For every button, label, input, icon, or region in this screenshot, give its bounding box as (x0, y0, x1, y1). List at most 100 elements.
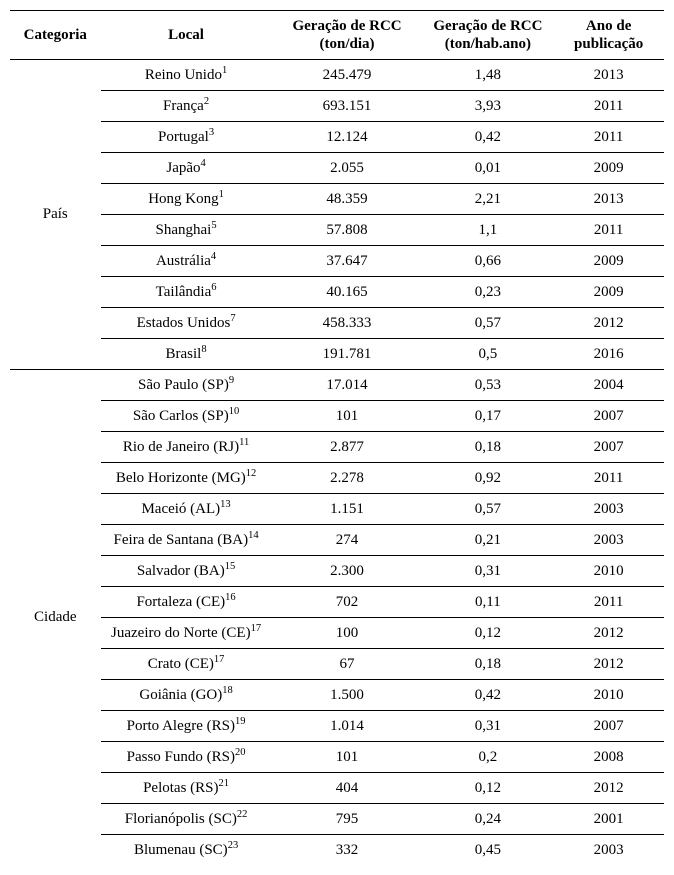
local-name: Pelotas (RS) (143, 780, 218, 796)
local-cell: Blumenau (SC)23 (101, 835, 272, 866)
geracao-hab-cell: 0,17 (423, 401, 554, 432)
local-superscript: 1 (222, 65, 227, 76)
local-superscript: 6 (211, 282, 216, 293)
geracao-hab-cell: 0,66 (423, 246, 554, 277)
geracao-hab-cell: 0,12 (423, 773, 554, 804)
geracao-hab-cell: 0,2 (423, 742, 554, 773)
geracao-dia-cell: 67 (272, 649, 423, 680)
geracao-hab-cell: 3,93 (423, 91, 554, 122)
table-row: Belo Horizonte (MG)122.2780,922011 (10, 463, 664, 494)
local-name: Goiânia (GO) (139, 687, 222, 703)
local-superscript: 4 (201, 158, 206, 169)
geracao-dia-cell: 2.877 (272, 432, 423, 463)
geracao-dia-cell: 37.647 (272, 246, 423, 277)
local-cell: Juazeiro do Norte (CE)17 (101, 618, 272, 649)
geracao-dia-cell: 101 (272, 742, 423, 773)
table-row: Shanghai557.8081,12011 (10, 215, 664, 246)
ano-cell: 2003 (553, 525, 664, 556)
local-cell: Rio de Janeiro (RJ)11 (101, 432, 272, 463)
local-name: Feira de Santana (BA) (114, 532, 249, 548)
geracao-dia-cell: 40.165 (272, 277, 423, 308)
local-cell: Tailândia6 (101, 277, 272, 308)
local-name: Shanghai (156, 222, 212, 238)
geracao-dia-cell: 101 (272, 401, 423, 432)
geracao-dia-cell: 245.479 (272, 60, 423, 91)
local-superscript: 13 (220, 499, 231, 510)
local-name: Reino Unido (145, 67, 222, 83)
local-name: Juazeiro do Norte (CE) (111, 625, 251, 641)
local-cell: Maceió (AL)13 (101, 494, 272, 525)
local-cell: Salvador (BA)15 (101, 556, 272, 587)
geracao-hab-cell: 0,42 (423, 122, 554, 153)
ano-cell: 2007 (553, 401, 664, 432)
geracao-dia-cell: 404 (272, 773, 423, 804)
local-superscript: 11 (239, 437, 249, 448)
geracao-dia-cell: 2.300 (272, 556, 423, 587)
local-cell: Brasil8 (101, 339, 272, 370)
local-name: França (163, 98, 204, 114)
local-superscript: 8 (201, 344, 206, 355)
table-row: PaísReino Unido1245.4791,482013 (10, 60, 664, 91)
local-cell: Crato (CE)17 (101, 649, 272, 680)
table-row: Porto Alegre (RS)191.0140,312007 (10, 711, 664, 742)
ano-cell: 2003 (553, 494, 664, 525)
ano-cell: 2008 (553, 742, 664, 773)
local-superscript: 17 (214, 654, 225, 665)
local-superscript: 10 (229, 406, 240, 417)
local-cell: Florianópolis (SC)22 (101, 804, 272, 835)
local-name: Maceió (AL) (141, 501, 220, 517)
ano-cell: 2010 (553, 680, 664, 711)
local-superscript: 3 (209, 127, 214, 138)
table-row: França2693.1513,932011 (10, 91, 664, 122)
local-cell: Feira de Santana (BA)14 (101, 525, 272, 556)
local-superscript: 12 (246, 468, 257, 479)
header-geracao-dia: Geração de RCC (ton/dia) (272, 11, 423, 60)
ano-cell: 2012 (553, 773, 664, 804)
table-row: Salvador (BA)152.3000,312010 (10, 556, 664, 587)
ano-cell: 2003 (553, 835, 664, 866)
table-row: Passo Fundo (RS)201010,22008 (10, 742, 664, 773)
local-name: Florianópolis (SC) (125, 811, 237, 827)
local-name: Belo Horizonte (MG) (116, 470, 246, 486)
local-cell: Portugal3 (101, 122, 272, 153)
table-row: Rio de Janeiro (RJ)112.8770,182007 (10, 432, 664, 463)
local-superscript: 9 (229, 375, 234, 386)
table-row: Crato (CE)17670,182012 (10, 649, 664, 680)
ano-cell: 2010 (553, 556, 664, 587)
geracao-dia-cell: 2.278 (272, 463, 423, 494)
local-cell: Fortaleza (CE)16 (101, 587, 272, 618)
local-cell: Porto Alegre (RS)19 (101, 711, 272, 742)
geracao-hab-cell: 0,57 (423, 494, 554, 525)
local-cell: Austrália4 (101, 246, 272, 277)
local-cell: Shanghai5 (101, 215, 272, 246)
ano-cell: 2012 (553, 649, 664, 680)
geracao-hab-cell: 0,24 (423, 804, 554, 835)
local-name: Porto Alegre (RS) (127, 718, 235, 734)
table-row: Japão42.0550,012009 (10, 153, 664, 184)
geracao-dia-cell: 57.808 (272, 215, 423, 246)
ano-cell: 2011 (553, 463, 664, 494)
geracao-dia-cell: 48.359 (272, 184, 423, 215)
local-cell: Estados Unidos7 (101, 308, 272, 339)
ano-cell: 2009 (553, 277, 664, 308)
geracao-dia-cell: 12.124 (272, 122, 423, 153)
table-row: Florianópolis (SC)227950,242001 (10, 804, 664, 835)
geracao-hab-cell: 0,31 (423, 711, 554, 742)
local-name: Portugal (158, 129, 209, 145)
local-superscript: 20 (235, 747, 246, 758)
geracao-hab-cell: 0,23 (423, 277, 554, 308)
local-cell: São Carlos (SP)10 (101, 401, 272, 432)
local-name: Brasil (166, 346, 202, 362)
geracao-dia-cell: 1.500 (272, 680, 423, 711)
table-row: Brasil8191.7810,52016 (10, 339, 664, 370)
local-superscript: 16 (225, 592, 236, 603)
geracao-hab-cell: 0,57 (423, 308, 554, 339)
table-row: Austrália437.6470,662009 (10, 246, 664, 277)
local-cell: Hong Kong1 (101, 184, 272, 215)
rcc-generation-table: Categoria Local Geração de RCC (ton/dia)… (10, 10, 664, 865)
ano-cell: 2011 (553, 122, 664, 153)
ano-cell: 2007 (553, 711, 664, 742)
table-row: Hong Kong148.3592,212013 (10, 184, 664, 215)
local-name: Hong Kong (148, 191, 218, 207)
local-superscript: 22 (237, 809, 248, 820)
